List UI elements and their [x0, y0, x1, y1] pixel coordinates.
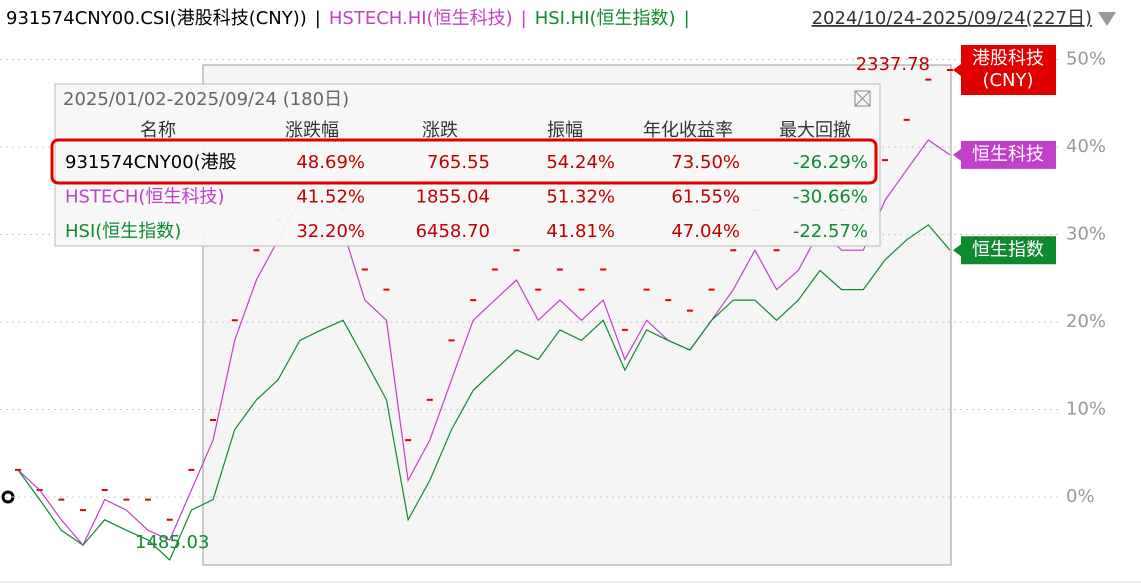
table-cell: 51.32% — [546, 187, 615, 208]
y-tick-label: 10% — [1066, 399, 1106, 420]
row-name: 931574CNY00(港股 — [65, 152, 237, 173]
series-line — [17, 139, 951, 547]
y-tick-label: 40% — [1066, 136, 1106, 157]
column-header: 最大回撤 — [779, 120, 851, 141]
y-tick-label: 30% — [1066, 224, 1106, 245]
y-tick-label: 50% — [1066, 49, 1106, 70]
table-cell: -22.57% — [793, 221, 868, 242]
table-cell: 47.04% — [671, 221, 740, 242]
table-box — [54, 83, 881, 247]
legend-entry: HSTECH.HI(恒生科技) — [329, 8, 513, 29]
table-cell: 32.20% — [296, 221, 365, 242]
separator: | — [315, 8, 321, 29]
y-tick-label: 20% — [1066, 311, 1106, 332]
tag-label: 港股科技 — [972, 48, 1044, 69]
series-line — [17, 224, 951, 562]
column-header: 年化收益率 — [643, 120, 733, 141]
date-range: 2024/10/24-2025/09/24(227日) — [812, 8, 1092, 29]
column-header: 涨跌 — [422, 120, 458, 141]
tag-label: (CNY) — [982, 70, 1033, 91]
table-cell: 41.52% — [296, 187, 365, 208]
table-cell: -26.29% — [793, 152, 868, 173]
table-cell: 765.55 — [427, 152, 490, 173]
table-cell: 1855.04 — [416, 187, 490, 208]
table-cell: 61.55% — [671, 187, 740, 208]
table-cell: 41.81% — [546, 221, 615, 242]
separator: | — [684, 8, 690, 29]
close-button[interactable] — [854, 90, 871, 107]
tag-label: 恒生指数 — [972, 239, 1044, 260]
column-header: 涨跌幅 — [285, 120, 339, 141]
table-cell: 54.24% — [546, 152, 615, 173]
row-name: HSTECH(恒生科技) — [65, 187, 224, 208]
y-tick-label: 0% — [1066, 486, 1095, 507]
tag-label: 恒生科技 — [972, 144, 1044, 165]
header: 931574CNY00.CSI(港股科技(CNY)) | HSTECH.HI(恒生科… — [6, 8, 1092, 29]
table-cell: 73.50% — [671, 152, 740, 173]
min-label: 1485.03 — [135, 532, 209, 553]
tag-pointer — [953, 64, 961, 76]
legend-entry: 931574CNY00.CSI(港股科技(CNY)) — [6, 8, 307, 29]
tag-pointer — [953, 244, 961, 257]
column-header: 名称 — [140, 120, 176, 141]
dropdown[interactable] — [1098, 12, 1116, 26]
highlight — [50, 138, 878, 185]
column-header: 振幅 — [547, 120, 583, 141]
series-tag — [961, 140, 1056, 169]
max-label: 2337.78 — [856, 54, 930, 75]
series-tag — [961, 45, 1056, 95]
table-cell: -30.66% — [793, 187, 868, 208]
stats-table: 2025/01/02-2025/09/24 (180日) 名称 涨跌幅 涨跌 振幅 年化… — [50, 83, 881, 247]
table-cell: 48.69% — [296, 152, 365, 173]
table-cell: 6458.70 — [416, 221, 490, 242]
table-title: 2025/01/02-2025/09/24 (180日) — [63, 89, 349, 110]
close-icon — [854, 90, 871, 107]
legend-entry: HSI.HI(恒生指数) — [535, 8, 676, 29]
separator: | — [521, 8, 527, 29]
row-name: HSI(恒生指数) — [65, 221, 181, 242]
tag-pointer — [953, 148, 961, 161]
series-tag — [961, 236, 1056, 265]
